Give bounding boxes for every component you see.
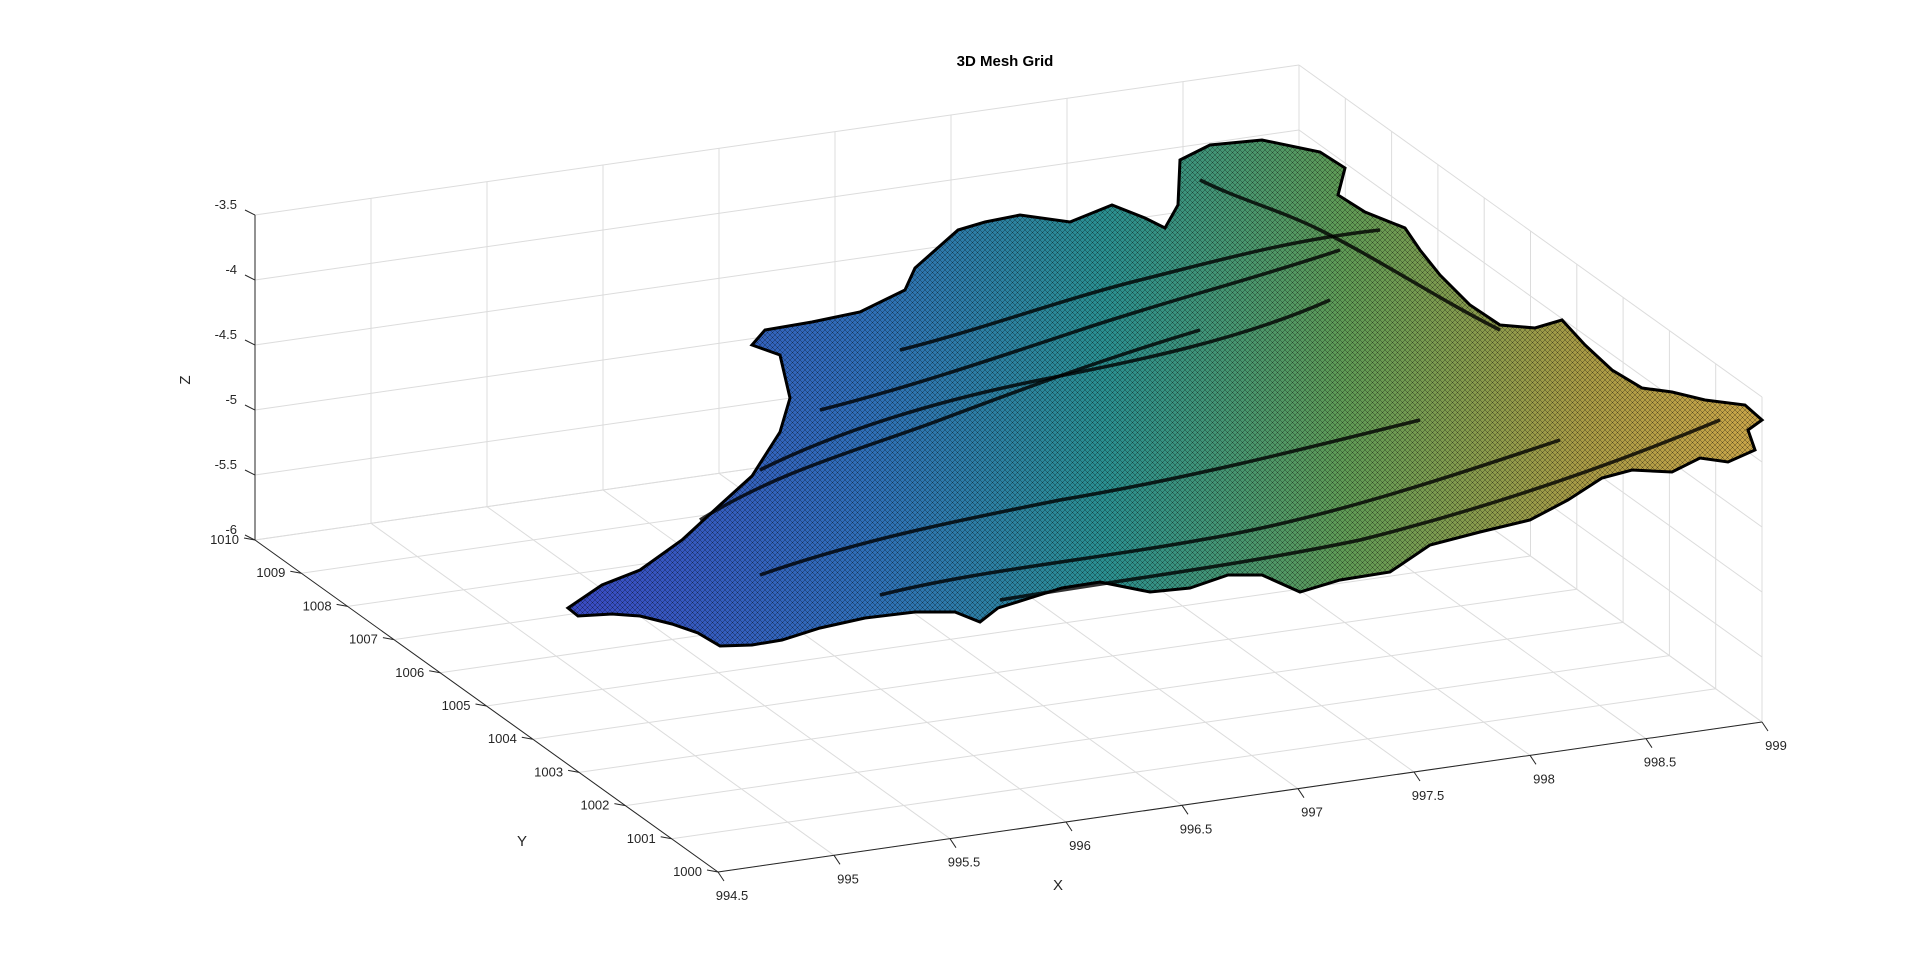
surface-ridge (1199, 178, 1501, 332)
x-tick-label: 997.5 (1412, 788, 1445, 803)
x-tick-mark (717, 871, 725, 882)
y-tick-label: 1004 (488, 731, 517, 746)
y-tick-mark (475, 703, 487, 707)
surface-ridge (879, 438, 1561, 597)
y-tick-label: 1008 (303, 598, 332, 613)
z-axis-label: Z (177, 375, 194, 384)
axes-layer (243, 209, 1769, 882)
x-tick-mark (1181, 805, 1189, 815)
x-tick-label: 995.5 (948, 855, 981, 870)
surface-ridge (819, 248, 1341, 412)
tick-labels: 994.5 995 995.5 996 996.5 997 997.5 998 998.5 999… (210, 197, 1787, 903)
y-tick-label: 1005 (442, 698, 471, 713)
x-tick-label: 994.5 (716, 888, 749, 903)
x-tick-label: 996 (1069, 838, 1091, 853)
x-axis-line (717, 721, 1763, 873)
grid-line (532, 588, 1577, 740)
y-tick-label: 1001 (627, 831, 656, 846)
grid-line (254, 64, 1300, 216)
y-tick-mark (243, 537, 256, 541)
surface-ridge (999, 418, 1721, 602)
z-tick-mark (244, 339, 256, 346)
y-tick-mark (521, 736, 533, 740)
grid-line (625, 655, 1670, 807)
y-axis-label: Y (517, 833, 527, 850)
chart-title: 3D Mesh Grid (957, 53, 1054, 70)
grid-line (1298, 64, 1763, 398)
surface-mesh-lines (568, 140, 1762, 646)
y-tick-label: 1010 (210, 532, 239, 547)
x-tick-label: 995 (837, 871, 859, 886)
y-tick-label: 1006 (395, 665, 424, 680)
y-tick-label: 1003 (534, 764, 563, 779)
y-tick-mark (290, 570, 302, 574)
x-tick-mark (949, 838, 957, 848)
x-tick-mark (1529, 755, 1537, 765)
z-tick-mark (244, 209, 256, 216)
x-tick-label: 997 (1301, 805, 1323, 820)
z-tick-mark (244, 469, 256, 476)
z-tick-label: -4 (225, 262, 237, 277)
z-tick-label: -4.5 (215, 327, 237, 342)
x-tick-label: 998 (1533, 771, 1555, 786)
z-tick-label: -5 (225, 392, 237, 407)
z-tick-label: -3.5 (215, 197, 237, 212)
x-tick-label: 996.5 (1180, 821, 1213, 836)
y-tick-mark (429, 670, 441, 674)
grid-line (254, 129, 1300, 281)
z-tick-mark (244, 274, 256, 281)
x-axis-label: X (1053, 877, 1063, 894)
grid-line (486, 555, 1531, 707)
y-tick-label: 1007 (349, 632, 378, 647)
x-tick-mark (833, 855, 841, 865)
y-tick-mark (382, 637, 394, 641)
surface-ridge (759, 298, 1331, 472)
y-tick-mark (660, 836, 672, 840)
x-tick-mark (1761, 721, 1769, 732)
mesh-surface (565, 138, 1765, 648)
surface-ridge (759, 418, 1421, 577)
y-tick-label: 1000 (673, 864, 702, 879)
x-tick-label: 998.5 (1644, 755, 1677, 770)
z-tick-mark (244, 534, 256, 541)
x-tick-mark (1065, 821, 1073, 832)
x-tick-mark (1297, 788, 1305, 798)
y-tick-mark (336, 603, 348, 607)
y-tick-mark (568, 769, 580, 773)
surface-ridge (899, 228, 1381, 352)
grid-line (579, 621, 1624, 773)
z-tick-label: -6 (225, 522, 237, 537)
x-tick-label: 999 (1765, 738, 1787, 753)
y-tick-mark (614, 803, 626, 807)
y-tick-label: 1002 (580, 798, 609, 813)
z-tick-label: -5.5 (215, 457, 237, 472)
x-tick-mark (1413, 771, 1421, 782)
y-tick-mark (706, 869, 719, 873)
grid-line (671, 688, 1716, 840)
y-tick-label: 1009 (256, 565, 285, 580)
surface-ridge (699, 328, 1201, 522)
z-tick-mark (244, 404, 256, 411)
x-tick-mark (1645, 738, 1653, 748)
